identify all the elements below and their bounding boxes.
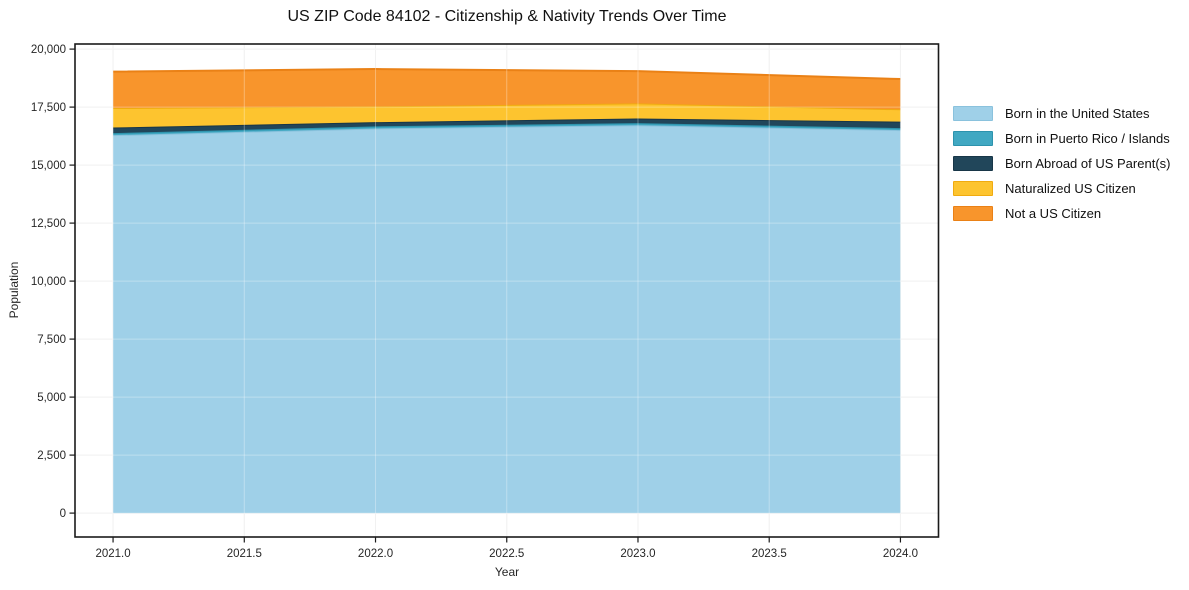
area-edge-not-a-us-citizen	[113, 68, 901, 81]
legend-swatch-icon	[953, 156, 993, 171]
x-tick-label: 2022.0	[358, 548, 393, 560]
y-tick-label: 10,000	[31, 276, 66, 288]
legend-label: Not a US Citizen	[1005, 206, 1102, 221]
legend-label: Born in the United States	[1005, 106, 1150, 121]
legend-item-not-a-us-citizen: Not a US Citizen	[953, 201, 1170, 226]
x-tick-label: 2022.5	[489, 548, 524, 560]
x-tick-label: 2021.5	[227, 548, 262, 560]
y-tick-label: 15,000	[31, 160, 66, 172]
area-born-abroad-of-us-parent-s	[113, 118, 901, 134]
y-tick-label: 0	[60, 508, 66, 520]
y-tick-label: 17,500	[31, 102, 66, 114]
x-tick-label: 2023.0	[620, 548, 655, 560]
legend-swatch-icon	[953, 106, 993, 121]
legend-label: Born Abroad of US Parent(s)	[1005, 156, 1171, 171]
area-edge-naturalized-us-citizen	[113, 102, 901, 111]
x-tick-label: 2021.0	[95, 548, 130, 560]
legend-label: Naturalized US Citizen	[1005, 181, 1136, 196]
legend-swatch-icon	[953, 131, 993, 146]
legend-item-born-in-the-united-states: Born in the United States	[953, 101, 1170, 126]
area-born-in-puerto-rico-islands	[113, 123, 901, 136]
area-naturalized-us-citizen	[113, 103, 901, 128]
y-tick-label: 7,500	[37, 334, 66, 346]
area-not-a-us-citizen	[113, 69, 901, 110]
y-axis-title-text: Population	[7, 261, 21, 319]
y-tick-label: 5,000	[37, 392, 66, 404]
chart-title: US ZIP Code 84102 - Citizenship & Nativi…	[287, 8, 727, 25]
x-axis-title: Year	[494, 565, 520, 579]
x-tick-label: 2023.5	[752, 548, 787, 560]
area-born-in-the-united-states	[113, 125, 901, 514]
y-tick-label: 2,500	[37, 450, 66, 462]
x-tick-label: 2024.0	[883, 548, 918, 560]
legend: Born in the United States Born in Puerto …	[953, 101, 1170, 226]
legend-item-born-in-puerto-rico-islands: Born in Puerto Rico / Islands	[953, 126, 1170, 151]
legend-item-naturalized-us-citizen: Naturalized US Citizen	[953, 176, 1170, 201]
legend-swatch-icon	[953, 206, 993, 221]
legend-item-born-abroad-of-us-parent-s: Born Abroad of US Parent(s)	[953, 151, 1170, 176]
y-tick-label: 20,000	[31, 44, 66, 56]
y-tick-label: 12,500	[31, 218, 66, 230]
legend-swatch-icon	[953, 181, 993, 196]
legend-label: Born in Puerto Rico / Islands	[1005, 131, 1170, 146]
